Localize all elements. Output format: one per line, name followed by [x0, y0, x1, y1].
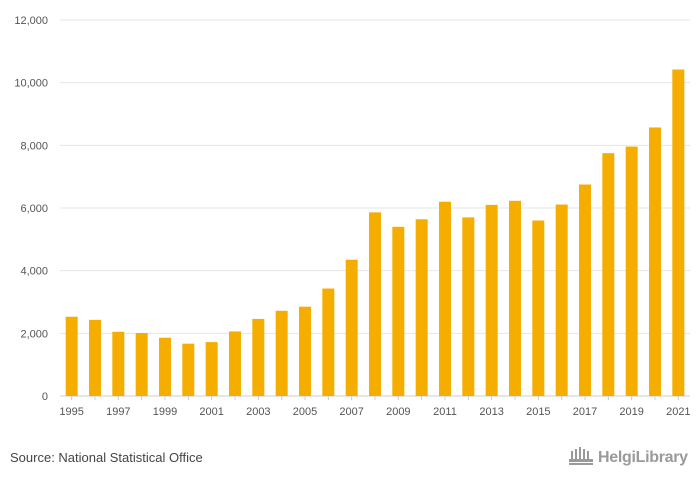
- y-tick-labels: 0 2,000 4,000 6,000 8,000 10,000 12,000: [14, 15, 48, 403]
- bar-2010: [415, 219, 428, 396]
- y-tick-label: 10,000: [14, 78, 48, 90]
- bars: [65, 69, 685, 397]
- bar-2017: [579, 184, 591, 396]
- bar-2002: [229, 331, 241, 396]
- bar-2021: [672, 69, 685, 397]
- x-tick-label: 2005: [293, 406, 317, 418]
- y-tick-label: 2,000: [20, 328, 48, 340]
- x-tick-label: 2013: [479, 406, 503, 418]
- bar-1995: [65, 316, 78, 396]
- x-tick-label: 2017: [573, 406, 597, 418]
- x-tick-label: 2019: [619, 406, 643, 418]
- bar-2019: [625, 146, 638, 396]
- bar-1996: [89, 319, 101, 396]
- bar-2016: [555, 204, 568, 396]
- x-tick-labels: 1995 1997 1999 2001 2003 2005 2007 2009 2011 2013…: [59, 406, 690, 418]
- y-tick-label: 4,000: [20, 266, 48, 278]
- bar-2008: [369, 212, 381, 396]
- x-tick-label: 2015: [526, 406, 550, 418]
- bar-2003: [252, 318, 265, 396]
- x-tick-label: 1997: [106, 406, 130, 418]
- bar-2009: [392, 226, 405, 396]
- bar-2018: [602, 153, 615, 396]
- x-tick-label: 1995: [59, 406, 83, 418]
- x-tick-label: 2021: [666, 406, 690, 418]
- logo-text: HelgiLibrary: [598, 449, 688, 466]
- bar-2000: [182, 343, 195, 396]
- bar-2020: [649, 127, 661, 397]
- bar-2013: [485, 204, 498, 396]
- axes: [60, 395, 690, 400]
- y-tick-label: 6,000: [20, 203, 48, 215]
- x-tick-label: 2011: [433, 406, 457, 418]
- bar-2006: [322, 288, 335, 396]
- bar-2011: [439, 201, 451, 396]
- bar-1997: [112, 331, 125, 396]
- bar-1998: [135, 333, 148, 396]
- x-tick-label: 2001: [199, 406, 223, 418]
- y-tick-label: 8,000: [20, 140, 48, 152]
- y-tick-label: 0: [42, 391, 48, 403]
- bar-2012: [462, 217, 475, 396]
- bar-1999: [159, 337, 171, 396]
- bar-2014: [509, 200, 521, 396]
- helgi-library-icon: [568, 445, 594, 472]
- bar-2005: [299, 306, 311, 396]
- bar-2007: [345, 259, 358, 396]
- x-tick-label: 2009: [386, 406, 410, 418]
- x-tick-label: 2003: [246, 406, 270, 418]
- source-note: Source: National Statistical Office: [10, 450, 203, 465]
- x-tick-label: 2007: [339, 406, 363, 418]
- bar-2004: [275, 310, 288, 396]
- bar-2001: [205, 342, 218, 396]
- bar-2015: [532, 220, 545, 396]
- y-tick-label: 12,000: [14, 15, 48, 27]
- x-tick-label: 1999: [153, 406, 177, 418]
- brand-logo: HelgiLibrary: [568, 446, 688, 470]
